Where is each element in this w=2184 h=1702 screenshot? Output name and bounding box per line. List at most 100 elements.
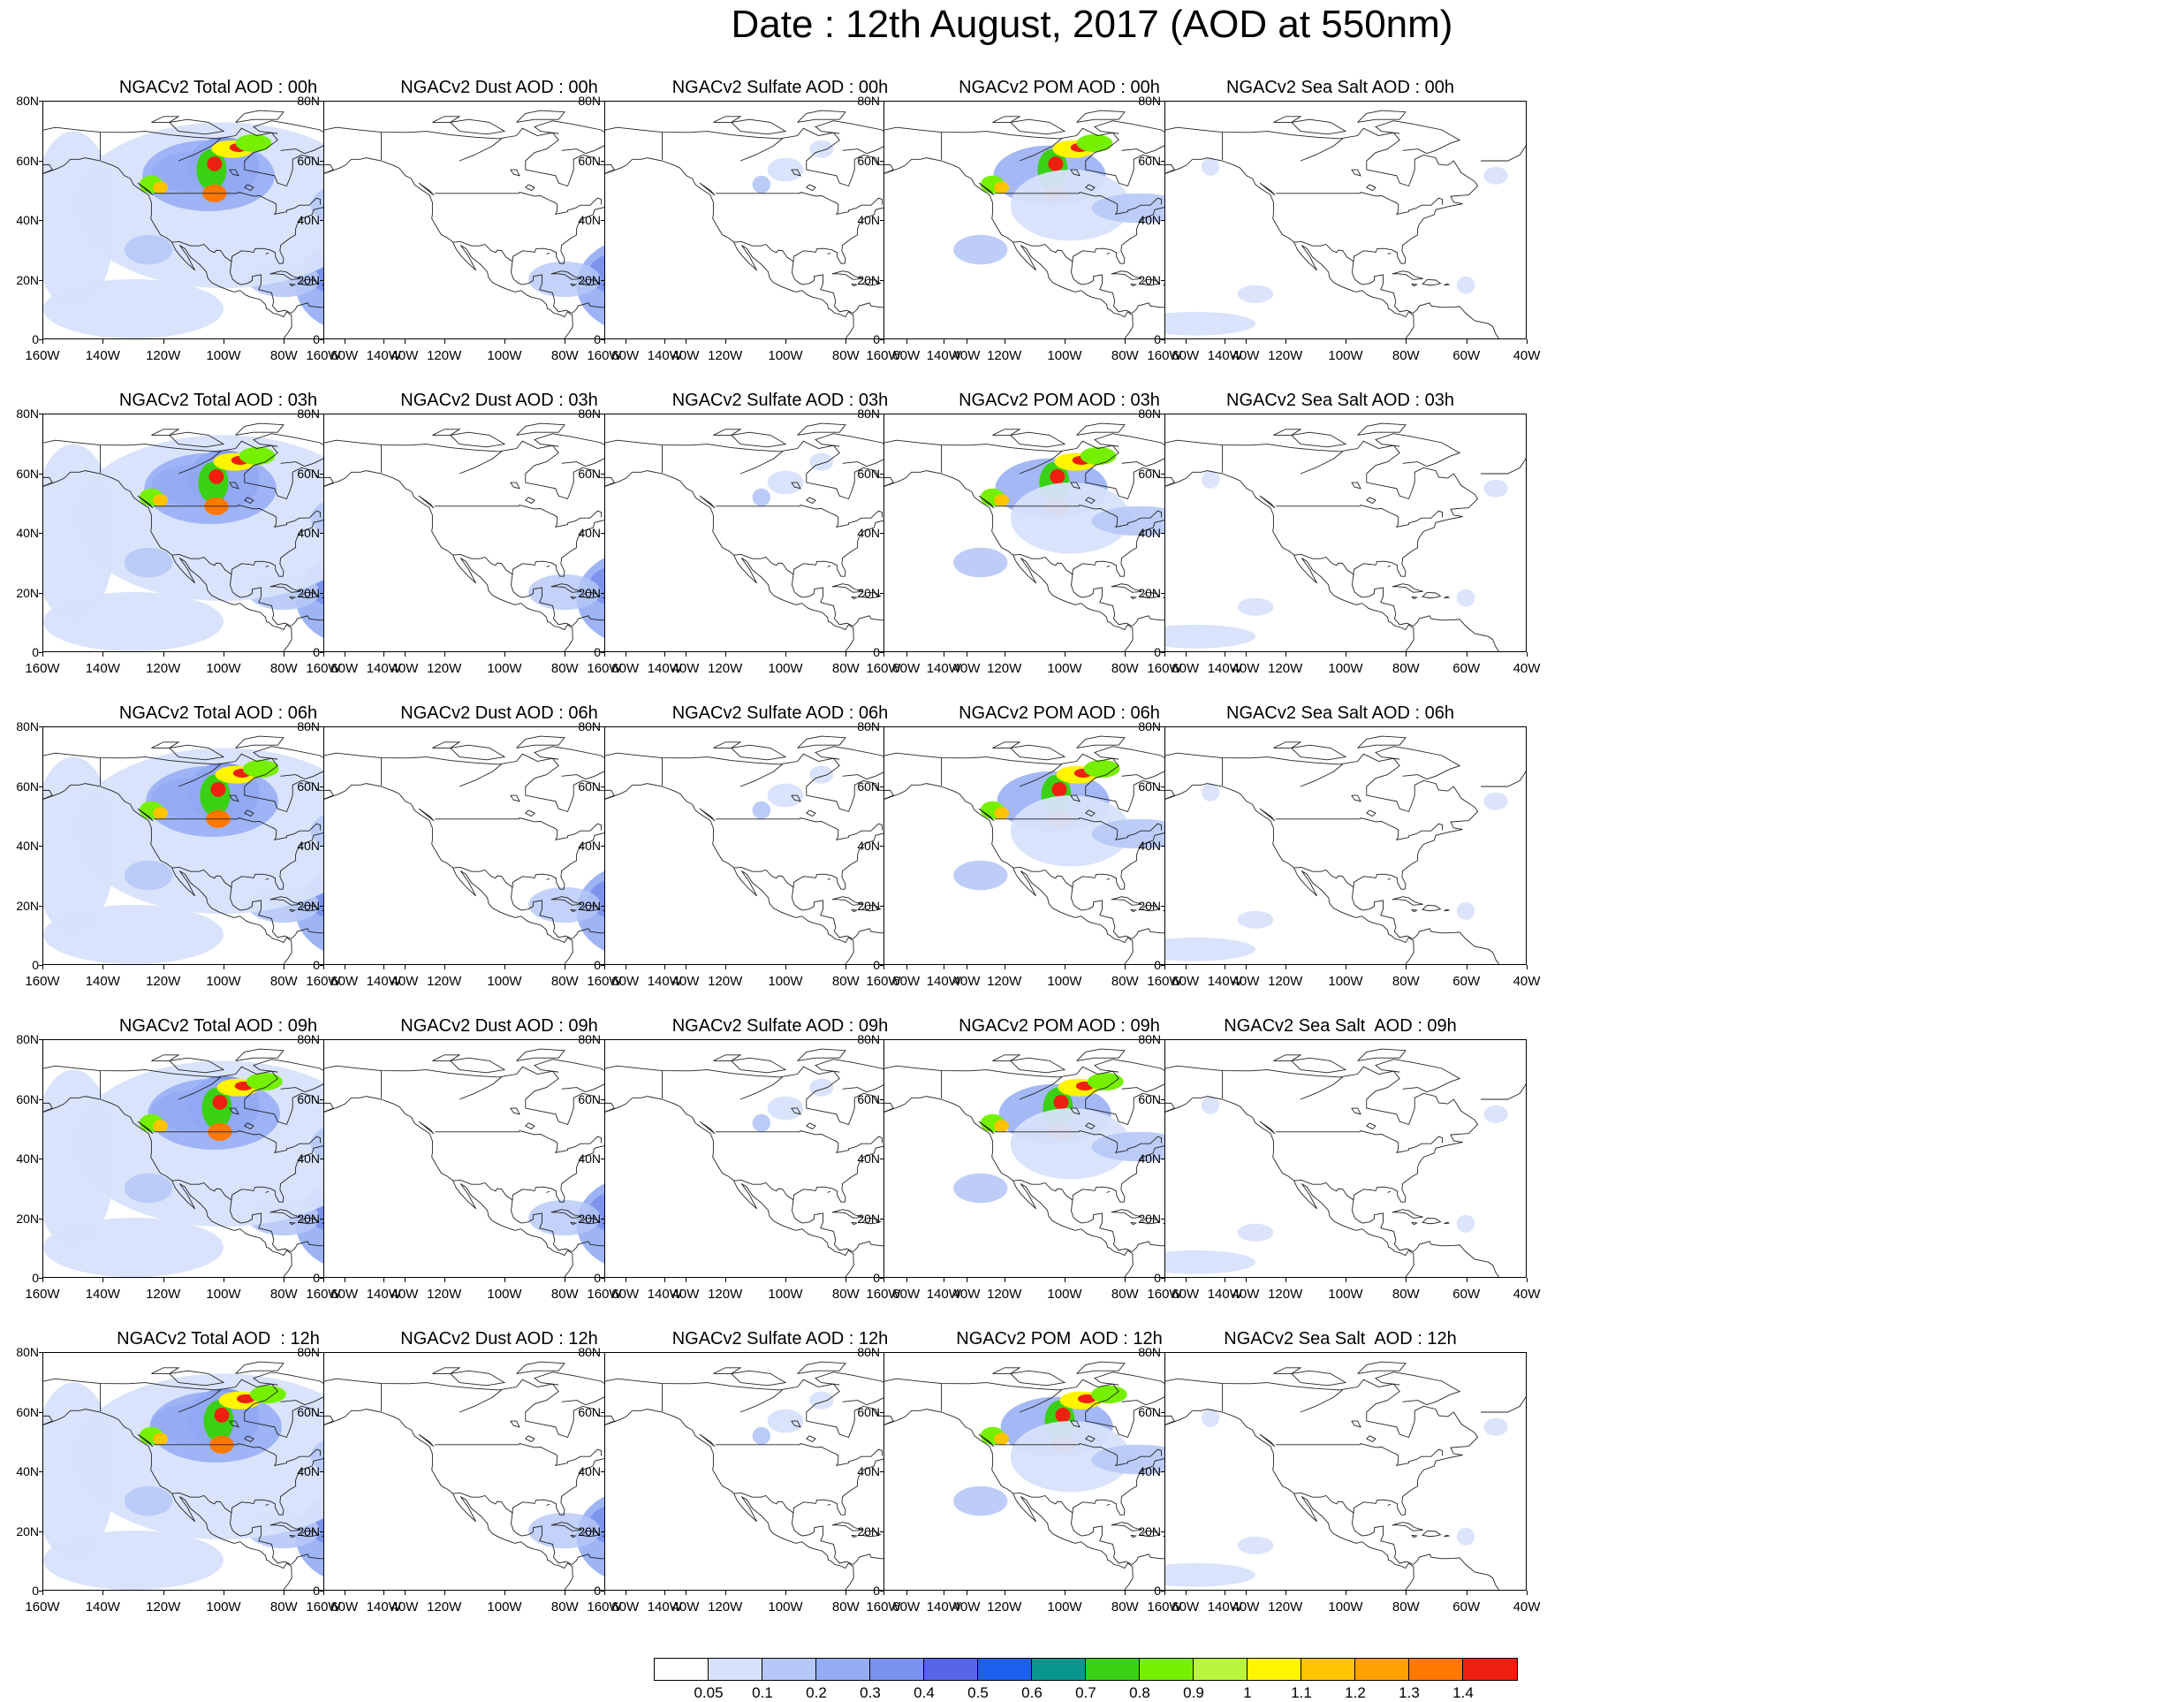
x-tick-label: 120W — [427, 661, 462, 676]
y-tick-mark — [880, 220, 884, 221]
y-tick-mark — [1161, 1039, 1165, 1040]
x-tick-mark — [102, 652, 104, 657]
x-tick-label: 60W — [892, 1287, 921, 1302]
y-tick-mark — [39, 1218, 43, 1220]
x-tick-label: 60W — [1172, 974, 1200, 989]
y-tick-label: 80N — [578, 407, 601, 421]
x-tick-mark — [323, 652, 324, 657]
y-tick-label: 0 — [594, 1271, 601, 1285]
x-tick-label: 140W — [1207, 348, 1242, 363]
x-tick-mark — [785, 965, 786, 969]
y-tick-mark — [39, 1098, 43, 1100]
x-tick-label: 140W — [85, 974, 120, 989]
x-tick-label: 120W — [708, 661, 743, 676]
x-tick-label: 60W — [1452, 1599, 1481, 1615]
panel-title: NGACv2 POM AOD : 09h — [959, 1016, 1160, 1036]
colorbar-label: 1.3 — [1399, 1684, 1420, 1701]
y-tick-mark — [1161, 786, 1165, 787]
y-tick-mark — [320, 726, 324, 727]
x-tick-label: 100W — [1047, 1287, 1082, 1302]
x-tick-mark — [323, 965, 324, 969]
y-tick-mark — [880, 101, 884, 102]
y-tick-label: 40N — [1138, 1151, 1161, 1166]
x-tick-label: 120W — [427, 1599, 462, 1615]
x-tick-label: 60W — [330, 348, 359, 363]
y-tick-mark — [880, 1218, 884, 1220]
y-tick-mark — [39, 846, 43, 847]
x-tick-label: 160W — [866, 661, 901, 676]
y-tick-label: 0 — [873, 958, 880, 972]
colorbar-swatch — [978, 1659, 1032, 1680]
x-tick-label: 40W — [391, 1287, 419, 1302]
panel-title: NGACv2 Total AOD : 09h — [118, 1016, 318, 1036]
x-tick-label: 120W — [146, 661, 181, 676]
y-tick-label: 40N — [297, 1151, 320, 1166]
x-tick-mark — [405, 1591, 406, 1595]
figure-title: Date : 12th August, 2017 (AOD at 550nm) — [731, 3, 1453, 46]
colorbar-swatch — [1086, 1659, 1140, 1680]
x-tick-mark — [883, 965, 884, 969]
y-tick-label: 80N — [1138, 94, 1161, 108]
x-tick-label: 120W — [427, 1287, 462, 1302]
panel-title: NGACv2 Total AOD : 03h — [118, 391, 318, 410]
y-tick-label: 60N — [578, 466, 601, 481]
x-tick-mark — [1125, 1591, 1126, 1595]
y-tick-mark — [601, 965, 605, 966]
y-tick-label: 40N — [16, 213, 39, 227]
x-tick-label: 160W — [866, 1599, 901, 1615]
y-tick-label: 40N — [578, 839, 601, 853]
x-tick-mark — [883, 1278, 884, 1282]
y-tick-label: 60N — [16, 466, 39, 481]
y-tick-label: 20N — [857, 272, 880, 287]
y-tick-label: 40N — [16, 526, 39, 540]
colorbar-label: 0.7 — [1075, 1684, 1096, 1701]
x-tick-label: 140W — [647, 1287, 682, 1302]
x-tick-mark — [1406, 652, 1407, 657]
map-frame — [42, 1039, 405, 1278]
y-tick-label: 40N — [578, 526, 601, 540]
x-tick-mark — [323, 1278, 324, 1282]
x-tick-label: 100W — [487, 1599, 522, 1615]
x-tick-mark — [1125, 652, 1126, 657]
y-tick-mark — [320, 652, 324, 653]
y-tick-mark — [39, 160, 43, 162]
y-tick-mark — [39, 1471, 43, 1472]
x-tick-label: 100W — [487, 1287, 522, 1302]
y-tick-label: 80N — [578, 719, 601, 733]
y-tick-label: 40N — [16, 839, 39, 853]
y-tick-label: 40N — [857, 839, 880, 853]
x-tick-label: 160W — [25, 1287, 60, 1302]
y-tick-label: 0 — [313, 1271, 320, 1285]
y-tick-mark — [39, 1411, 43, 1413]
colorbar-label: 0.2 — [806, 1684, 827, 1701]
y-tick-label: 0 — [313, 332, 320, 346]
x-tick-mark — [102, 1278, 104, 1282]
x-tick-label: 80W — [1111, 1287, 1139, 1302]
x-tick-mark — [906, 339, 907, 344]
y-tick-label: 80N — [857, 1032, 880, 1046]
sulfate-aod-field — [605, 422, 966, 651]
x-tick-mark — [883, 652, 884, 657]
pom-aod-field — [884, 1048, 1245, 1277]
x-tick-mark — [102, 339, 104, 344]
y-tick-mark — [320, 786, 324, 787]
y-tick-mark — [1161, 1218, 1165, 1220]
x-tick-label: 120W — [1268, 974, 1303, 989]
x-tick-label: 120W — [708, 1287, 743, 1302]
x-tick-label: 60W — [1452, 1287, 1481, 1302]
y-tick-label: 80N — [16, 1345, 39, 1359]
y-tick-label: 60N — [578, 779, 601, 794]
x-tick-mark — [163, 652, 164, 657]
colorbar-swatch — [762, 1659, 816, 1680]
map-panel-seasalt-row1: NGACv2 Sea Salt AOD : 03h 80N 60N 40N 20N 0 16… — [1122, 387, 1558, 700]
x-tick-mark — [604, 965, 605, 969]
y-tick-mark — [320, 592, 324, 594]
x-tick-label: 40W — [1513, 1287, 1541, 1302]
pom-aod-field — [884, 1361, 1245, 1590]
y-tick-mark — [320, 1352, 324, 1353]
y-tick-mark — [39, 1352, 43, 1353]
y-tick-label: 60N — [857, 466, 880, 481]
x-tick-label: 40W — [671, 974, 700, 989]
x-tick-mark — [444, 1278, 445, 1282]
panel-title: NGACv2 POM AOD : 03h — [959, 391, 1160, 410]
